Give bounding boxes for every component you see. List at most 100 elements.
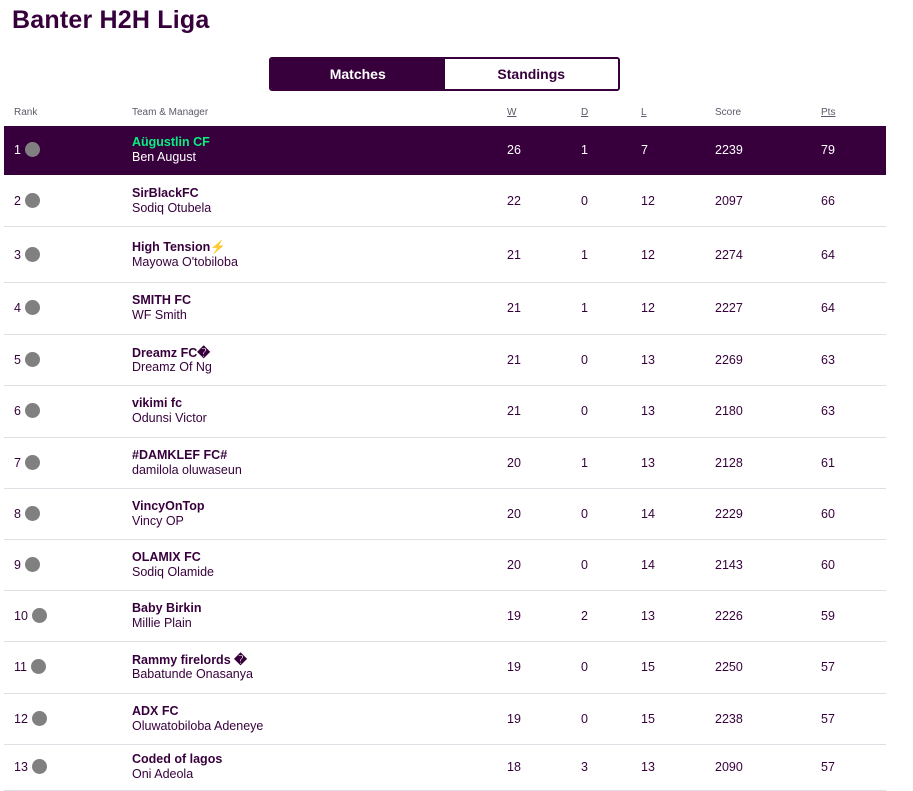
score-value: 2227	[715, 301, 743, 315]
manager-name: WF Smith	[132, 308, 187, 322]
score-value: 2128	[715, 456, 743, 470]
rank-number: 6	[14, 404, 21, 418]
table-row[interactable]: 8 VincyOnTop Vincy OP 20 0 14 2229 60	[4, 489, 886, 540]
rank-cell: 6	[14, 403, 40, 419]
header-team: Team & Manager	[132, 107, 209, 118]
table-row[interactable]: 9 OLAMIX FC Sodiq Olamide 20 0 14 2143 60	[4, 540, 886, 591]
draws-value: 0	[581, 660, 588, 674]
rank-cell: 11	[14, 659, 46, 675]
header-score: Score	[715, 107, 742, 118]
losses-value: 15	[641, 712, 655, 726]
team-name-link[interactable]: OLAMIX FC	[132, 550, 201, 564]
draws-value: 0	[581, 404, 588, 418]
wins-value: 19	[507, 712, 521, 726]
wins-value: 20	[507, 456, 521, 470]
draws-value: 0	[581, 507, 588, 521]
table-row[interactable]: 5 Dreamz FC� Dreamz Of Ng 21 0 13 2269 63	[4, 335, 886, 386]
team-name-link[interactable]: ADX FC	[132, 704, 179, 718]
rank-number: 2	[14, 194, 21, 208]
rank-cell: 12	[14, 711, 47, 727]
table-row[interactable]: 10 Baby Birkin Millie Plain 19 2 13 2226 59	[4, 591, 886, 642]
no-change-dot-icon	[24, 352, 40, 368]
team-name-link[interactable]: Rammy firelords �	[132, 653, 247, 667]
team-name-link[interactable]: Dreamz FC�	[132, 346, 211, 360]
draws-value: 1	[581, 456, 588, 470]
header-pts[interactable]: Pts	[821, 107, 836, 118]
manager-name: Sodiq Otubela	[132, 201, 212, 215]
rank-cell: 5	[14, 352, 40, 368]
wins-value: 18	[507, 760, 521, 774]
score-value: 2250	[715, 660, 743, 674]
score-value: 2226	[715, 609, 743, 623]
rank-number: 4	[14, 301, 21, 315]
score-value: 2090	[715, 760, 743, 774]
tab-matches[interactable]: Matches	[271, 59, 445, 89]
team-name-link[interactable]: High Tension⚡	[132, 240, 226, 254]
score-value: 2143	[715, 558, 743, 572]
manager-name: Oni Adeola	[132, 767, 194, 781]
score-value: 2238	[715, 712, 743, 726]
table-row[interactable]: 3 High Tension⚡ Mayowa O'tobiloba 21 1 12 2274…	[4, 228, 886, 283]
manager-name: Vincy OP	[132, 514, 184, 528]
wins-value: 20	[507, 507, 521, 521]
table-row[interactable]: 2 SirBlackFC Sodiq Otubela 22 0 12 2097 66	[4, 176, 886, 227]
rank-number: 12	[14, 712, 28, 726]
no-change-dot-icon	[31, 759, 47, 775]
score-value: 2180	[715, 404, 743, 418]
draws-value: 0	[581, 558, 588, 572]
team-name-link[interactable]: Aügustlin CF	[132, 135, 210, 149]
losses-value: 13	[641, 353, 655, 367]
losses-value: 13	[641, 404, 655, 418]
manager-name: Mayowa O'tobiloba	[132, 255, 238, 269]
header-w[interactable]: W	[507, 107, 517, 118]
losses-value: 13	[641, 760, 655, 774]
tab-standings[interactable]: Standings	[444, 59, 618, 89]
table-row[interactable]: 13 Coded of lagos Oni Adeola 18 3 13 2090 57	[4, 745, 886, 791]
no-change-dot-icon	[24, 455, 40, 471]
wins-value: 22	[507, 194, 521, 208]
rank-number: 10	[14, 609, 28, 623]
rank-cell: 13	[14, 759, 47, 775]
table-row-selected[interactable]: 1 Aügustlin CF Ben August 26 1 7 2239 79	[4, 126, 886, 175]
table-row[interactable]: 12 ADX FC Oluwatobiloba Adeneye 19 0 15 2238 57	[4, 694, 886, 745]
team-name-link[interactable]: SirBlackFC	[132, 186, 199, 200]
team-name-link[interactable]: vikimi fc	[132, 396, 183, 410]
draws-value: 1	[581, 301, 588, 315]
draws-value: 0	[581, 194, 588, 208]
score-value: 2097	[715, 194, 743, 208]
points-value: 60	[821, 507, 835, 521]
team-name-link[interactable]: Baby Birkin	[132, 601, 202, 615]
losses-value: 13	[641, 609, 655, 623]
table-row[interactable]: 4 SMITH FC WF Smith 21 1 12 2227 64	[4, 283, 886, 335]
no-change-dot-icon	[24, 557, 40, 573]
rank-cell: 2	[14, 193, 40, 209]
points-value: 64	[821, 248, 835, 262]
rank-number: 9	[14, 558, 21, 572]
wins-value: 21	[507, 404, 521, 418]
draws-value: 2	[581, 609, 588, 623]
team-name-link[interactable]: SMITH FC	[132, 293, 192, 307]
table-row[interactable]: 7 #DAMKLEF FC# damilola oluwaseun 20 1 13 2128…	[4, 438, 886, 489]
header-l[interactable]: L	[641, 107, 647, 118]
wins-value: 19	[507, 609, 521, 623]
score-value: 2274	[715, 248, 743, 262]
points-value: 57	[821, 660, 835, 674]
header-d[interactable]: D	[581, 107, 589, 118]
rank-number: 3	[14, 248, 21, 262]
rank-cell: 8	[14, 506, 40, 522]
rank-cell: 3	[14, 247, 40, 263]
rank-number: 11	[14, 660, 27, 674]
rank-number: 13	[14, 760, 28, 774]
table-row[interactable]: 11 Rammy firelords � Babatunde Onasanya 19 0…	[4, 642, 886, 694]
no-change-dot-icon	[24, 300, 40, 316]
rank-number: 5	[14, 353, 21, 367]
manager-name: Sodiq Olamide	[132, 565, 214, 579]
manager-name: Millie Plain	[132, 616, 192, 630]
team-name-link[interactable]: #DAMKLEF FC#	[132, 448, 228, 462]
no-change-dot-icon	[31, 711, 47, 727]
no-change-dot-icon	[24, 193, 40, 209]
team-name-link[interactable]: Coded of lagos	[132, 752, 223, 766]
page-title: Banter H2H Liga	[12, 6, 210, 34]
team-name-link[interactable]: VincyOnTop	[132, 499, 205, 513]
table-row[interactable]: 6 vikimi fc Odunsi Victor 21 0 13 2180 63	[4, 386, 886, 438]
